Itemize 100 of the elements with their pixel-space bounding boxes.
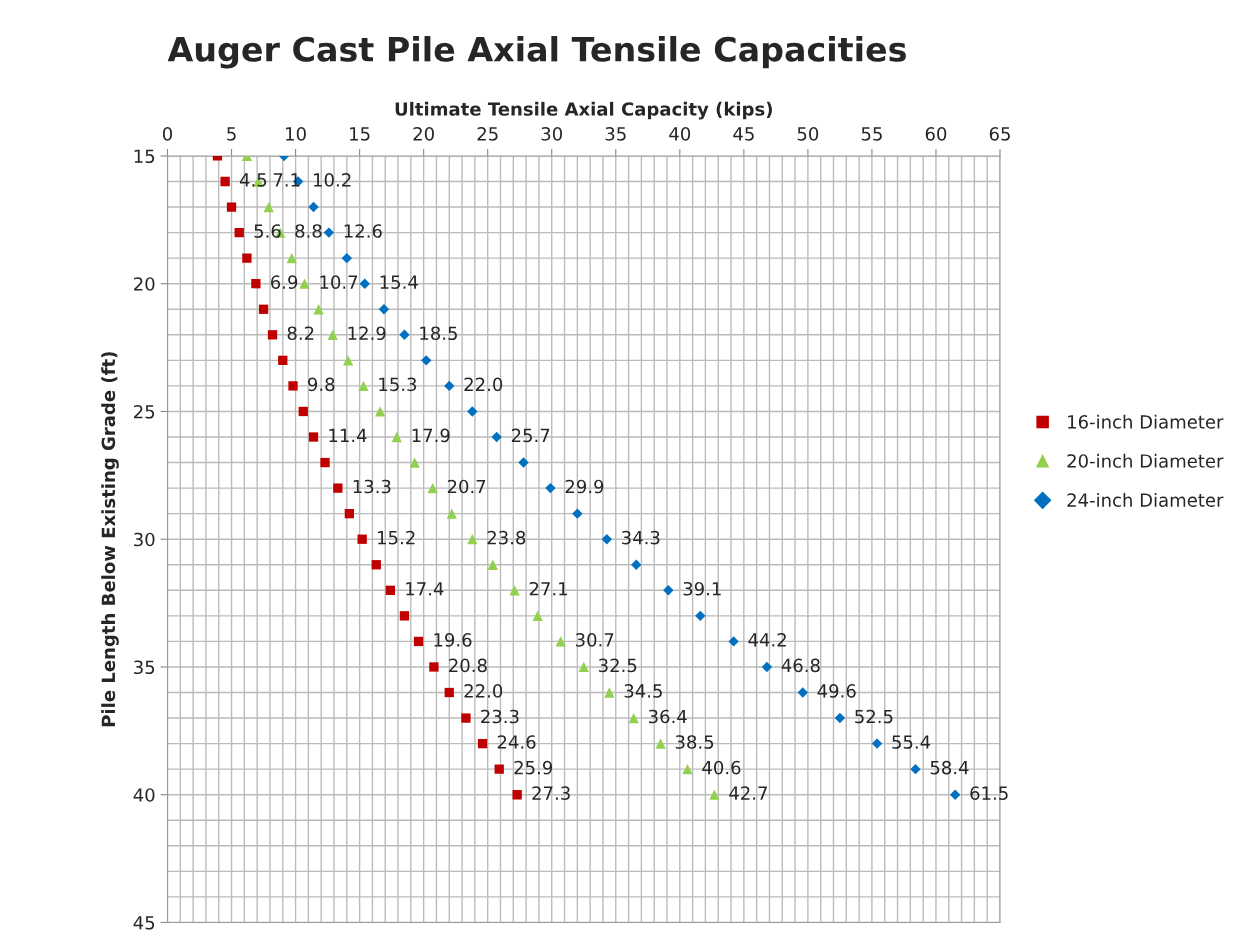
annotation: 52.5 [855,709,893,724]
annotation: 18.5 [420,326,457,341]
point [409,457,420,468]
point [655,738,666,749]
point [797,687,808,698]
y-tick-label: 30 [134,532,155,547]
point [298,406,308,417]
y-tick-label: 25 [134,404,155,419]
point [320,457,330,468]
annotation: 36.4 [648,709,687,724]
point [871,738,883,749]
point [220,176,230,187]
point [399,329,410,341]
annotation: 23.8 [487,530,526,545]
point [444,687,454,698]
annotation: 15.3 [379,377,417,392]
legend-label: 16-inch Diameter [1068,414,1224,429]
point [258,304,269,314]
x-tick-label: 15 [350,127,370,141]
point [578,661,589,673]
point [226,202,237,212]
point [242,253,252,263]
annotation: 40.6 [702,760,741,775]
point [308,201,319,213]
annotation: 39.1 [683,581,721,596]
annotation: 8.2 [287,326,314,341]
x-tick-label: 20 [413,127,434,141]
point [251,279,261,289]
point [427,482,438,494]
point [399,611,410,621]
point [949,789,961,800]
x-tick-label: 30 [541,127,563,141]
point [545,482,556,494]
annotation: 22.0 [464,377,503,392]
point [467,534,478,545]
point [333,483,343,493]
point [477,738,488,749]
point [308,432,319,442]
point [444,380,455,392]
point [682,764,693,775]
x-tick-label: 35 [605,127,626,141]
y-tick-label: 40 [133,788,155,802]
point [631,559,642,570]
annotation: 27.1 [529,581,568,596]
legend-label: 20-inch Diameter [1067,453,1224,468]
annotation: 27.3 [532,786,570,800]
y-axis-title: Pile Length Below Existing Grade (ft) [101,352,119,727]
point [604,687,615,698]
point [663,585,674,596]
point [374,406,386,417]
annotation: 19.6 [434,633,472,647]
annotation: 17.9 [412,428,450,443]
point [286,253,297,264]
y-tick-label: 45 [133,916,155,930]
point [299,278,310,289]
point [709,789,720,800]
chart-title: Auger Cast Pile Axial Tensile Capacities [167,36,906,69]
point [342,355,354,366]
y-tick-label: 35 [134,660,155,675]
x-tick-label: 60 [925,127,947,141]
annotation: 58.4 [930,760,969,775]
annotation: 13.3 [353,479,391,494]
point [357,534,367,544]
point [446,508,457,519]
point [234,227,244,238]
annotation: 44.2 [748,633,786,647]
annotation: 10.2 [314,173,351,187]
annotation: 12.9 [348,326,386,341]
annotation: 24.6 [497,735,536,749]
annotation: 11.4 [329,428,367,442]
annotation: 30.7 [575,633,614,647]
annotation: 23.3 [481,709,519,724]
point [413,636,424,647]
point [359,278,370,289]
annotation: 61.5 [970,786,1008,800]
annotation: 15.4 [380,275,418,289]
annotation: 34.5 [624,684,662,698]
legend-label: 24-inch Diameter [1067,492,1224,507]
annotation: 10.7 [320,275,358,289]
annotation: 20.7 [447,479,486,494]
point [323,227,335,238]
annotation: 25.7 [511,428,550,443]
point [695,610,706,622]
x-tick-label: 50 [797,127,819,141]
annotation: 49.6 [817,684,856,698]
point [378,304,390,315]
point [421,355,432,366]
annotation: 38.5 [675,735,714,749]
annotation: 46.8 [781,658,820,673]
point [512,790,522,800]
annotation: 25.9 [514,760,553,775]
point [532,610,543,622]
point [628,712,639,724]
x-tick-label: 55 [861,127,882,141]
annotation: 20.8 [449,658,487,673]
annotation: 42.7 [729,786,767,800]
point [385,585,396,595]
point [555,636,566,647]
point [341,252,353,264]
x-tick-label: 0 [162,127,173,141]
